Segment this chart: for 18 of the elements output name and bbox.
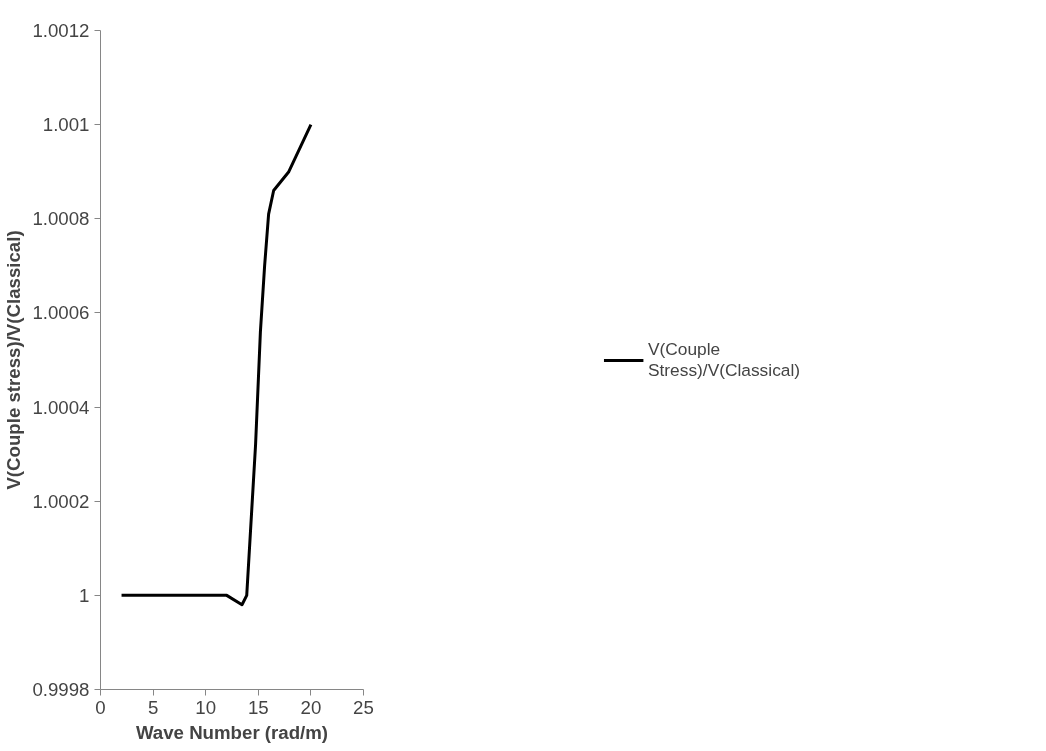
line-series — [120, 123, 313, 607]
y-tick-label: 1.0004 — [32, 396, 90, 418]
y-tick-label: 1 — [79, 584, 90, 606]
x-tick-label: 15 — [247, 696, 269, 718]
x-tick-label: 10 — [195, 696, 217, 718]
y-axis-title: V(Couple stress)/V(Classical) — [3, 230, 25, 490]
x-tick-label: 0 — [95, 696, 106, 718]
x-tick-label: 5 — [147, 696, 159, 718]
y-tick-label: 1.0006 — [32, 302, 90, 324]
x-tick-label: 20 — [300, 696, 322, 718]
y-tick-label: 0.9998 — [32, 679, 90, 700]
legend-label: V(Couple Stress)/V(Classical) — [647, 338, 801, 381]
y-tick-label: 1.0002 — [32, 490, 90, 512]
y-tick-label: 1.001 — [42, 114, 90, 136]
y-tick-label: 1.0012 — [32, 20, 90, 41]
x-tick-label: 25 — [353, 696, 374, 718]
y-tick-label: 1.0008 — [32, 208, 90, 230]
x-axis-title: Wave Number (rad/m) — [135, 721, 329, 743]
